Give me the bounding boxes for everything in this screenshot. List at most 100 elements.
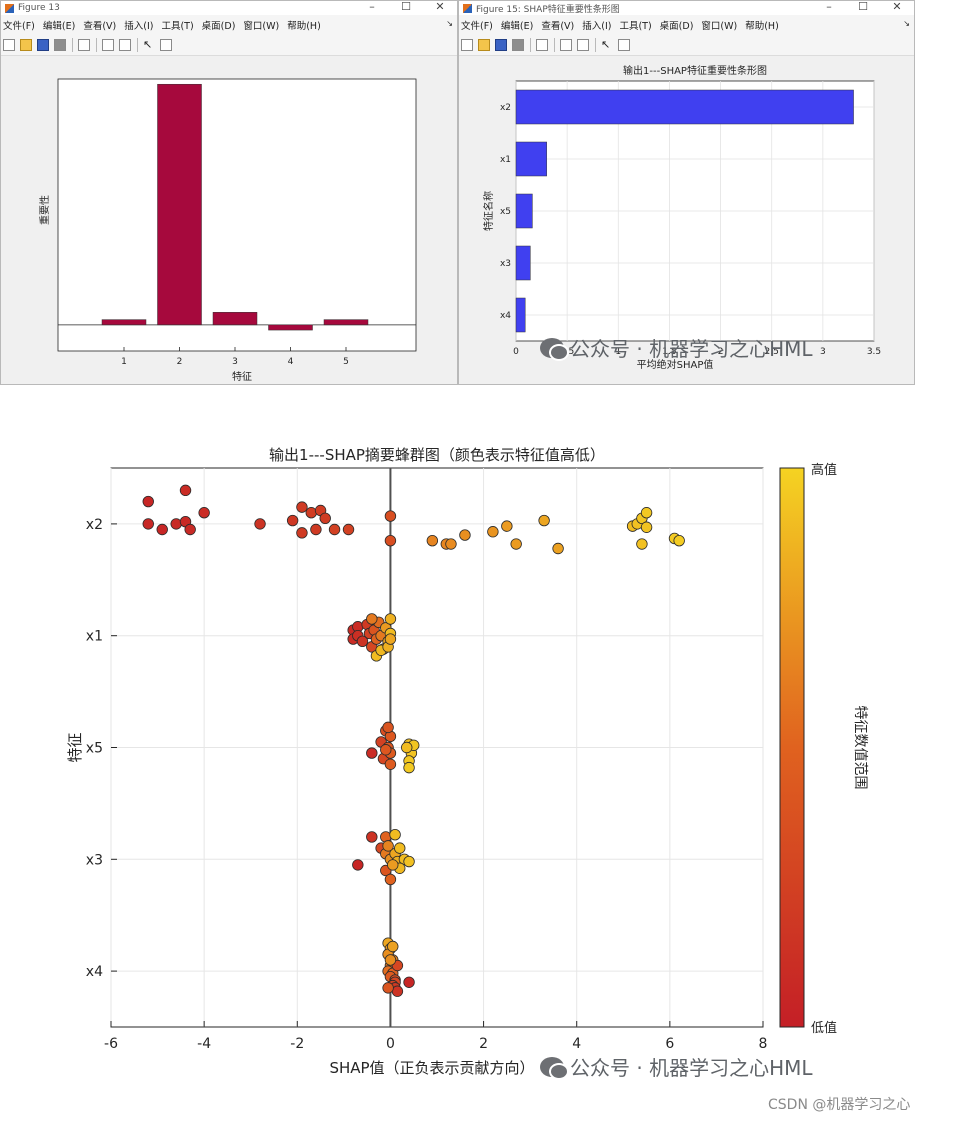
new-figure-icon[interactable]: [3, 38, 15, 51]
y-tick-label: x4: [86, 964, 103, 980]
wechat-watermark: 公众号 · 机器学习之心HML: [540, 1052, 813, 1081]
y-axis-label: 重要性: [38, 195, 51, 225]
x-tick-label: 3.5: [867, 347, 881, 357]
menubar-overflow-icon[interactable]: ↘: [446, 19, 453, 28]
point-x2: [459, 529, 471, 541]
point-x2: [636, 538, 648, 550]
open-file-icon[interactable]: [478, 38, 490, 51]
maximize-icon[interactable]: ☐: [401, 0, 411, 13]
colorbar-high-label: 高值: [811, 462, 837, 478]
point-x2: [342, 523, 355, 536]
minimize-icon[interactable]: –: [369, 0, 375, 13]
menu-help[interactable]: 帮助(H): [745, 20, 779, 32]
point-x2: [286, 514, 299, 527]
wechat-watermark-text: 公众号 · 机器学习之心HML: [570, 1056, 813, 1080]
menu-file[interactable]: 文件(F): [461, 20, 493, 32]
bar-2: [157, 83, 202, 326]
point-x2: [384, 534, 397, 547]
beeswarm-chart: 输出1---SHAP摘要蜂群图（颜色表示特征值高低） -6 -4 -2 0 2 4 6 8 x2 x…: [66, 446, 869, 1077]
menu-desktop[interactable]: 桌面(D): [659, 20, 694, 32]
csdn-watermark: CSDN @机器学习之心: [768, 1097, 911, 1113]
x-axis-label: 平均绝对SHAP值: [637, 358, 714, 371]
pointer-icon[interactable]: ↖: [143, 37, 153, 51]
open-file-icon[interactable]: [20, 38, 32, 51]
new-figure-icon[interactable]: [461, 38, 473, 51]
x-tick-label: 2: [177, 357, 183, 367]
save-icon[interactable]: [37, 38, 49, 51]
point-x5: [382, 721, 394, 734]
point-x1: [356, 635, 369, 647]
menu-insert[interactable]: 插入(I): [582, 20, 612, 32]
legend-icon[interactable]: [577, 38, 589, 51]
x-tick-label: 4: [572, 1036, 581, 1052]
chart-title: 输出1---SHAP特征重要性条形图: [623, 64, 767, 77]
point-x2: [487, 526, 499, 538]
x-tick-label: 1.5: [662, 347, 676, 357]
menu-view[interactable]: 查看(V): [83, 20, 117, 32]
maximize-icon[interactable]: ☐: [858, 0, 868, 13]
toolbar-separator: [137, 37, 138, 52]
window-controls: – ☐ ✕: [812, 1, 914, 15]
y-tick-label: x3: [500, 259, 511, 269]
figure13-window: Figure 13 – ☐ ✕ 文件(F) 编辑(E) 查看(V) 插入(I) …: [0, 0, 458, 385]
point-x2: [156, 523, 168, 536]
figure13-chart: 1 2 3 4 5 特征 重要性: [38, 78, 417, 383]
property-editor-icon[interactable]: [160, 38, 172, 51]
x-tick-label: 4: [288, 357, 294, 367]
figure15-title: Figure 15: SHAP特征重要性条形图: [476, 4, 620, 15]
point-x1: [366, 613, 378, 625]
menu-edit[interactable]: 编辑(E): [42, 20, 76, 32]
point-x2: [510, 538, 522, 550]
menu-help[interactable]: 帮助(H): [287, 20, 321, 32]
figure15-canvas: 输出1---SHAP特征重要性条形图00.511.522.533.5x2x1x5…: [459, 56, 914, 384]
point-x3: [352, 859, 364, 871]
point-x5: [384, 758, 397, 770]
property-editor-icon[interactable]: [618, 38, 630, 51]
menu-window[interactable]: 窗口(W): [701, 20, 738, 32]
point-x2: [254, 518, 266, 530]
figure13-canvas: 1 2 3 4 5 特征 重要性: [1, 56, 457, 384]
menu-desktop[interactable]: 桌面(D): [201, 20, 236, 32]
menu-insert[interactable]: 插入(I): [124, 20, 154, 32]
x-tick-label: -2: [290, 1036, 304, 1052]
y-tick-label: x5: [86, 741, 103, 757]
x-tick-label: 1: [615, 347, 621, 357]
point-x2: [142, 518, 154, 530]
point-x5: [380, 744, 392, 756]
point-x1: [384, 613, 397, 625]
matlab-icon: [463, 3, 472, 13]
point-x2: [305, 507, 317, 519]
x-tick-label: 3: [232, 357, 238, 367]
print-icon[interactable]: [54, 38, 66, 51]
colorbar-icon[interactable]: [102, 38, 114, 51]
point-x2: [179, 484, 192, 497]
minimize-icon[interactable]: –: [826, 0, 832, 13]
menubar-overflow-icon[interactable]: ↘: [903, 19, 910, 28]
close-icon[interactable]: ✕: [435, 0, 445, 13]
x-axis-label: 特征: [232, 371, 252, 383]
y-tick-label: x1: [500, 155, 511, 165]
point-x2: [552, 542, 564, 555]
menu-tools[interactable]: 工具(T): [161, 20, 194, 32]
link-plot-icon[interactable]: [78, 38, 90, 51]
menu-file[interactable]: 文件(F): [3, 20, 35, 32]
x-tick-label: 2.5: [765, 347, 779, 357]
menu-tools[interactable]: 工具(T): [619, 20, 652, 32]
pointer-icon[interactable]: ↖: [601, 37, 611, 51]
y-tick-label: x5: [500, 207, 511, 217]
menu-view[interactable]: 查看(V): [541, 20, 575, 32]
colorbar-icon[interactable]: [560, 38, 572, 51]
save-icon[interactable]: [495, 38, 507, 51]
point-x2: [426, 534, 439, 547]
menu-edit[interactable]: 编辑(E): [500, 20, 534, 32]
bar-x3: [515, 245, 531, 281]
close-icon[interactable]: ✕: [892, 0, 902, 13]
print-icon[interactable]: [512, 38, 524, 51]
toolbar-separator: [554, 37, 555, 52]
legend-icon[interactable]: [119, 38, 131, 51]
menu-window[interactable]: 窗口(W): [243, 20, 280, 32]
point-x2: [142, 495, 154, 508]
link-plot-icon[interactable]: [536, 38, 548, 51]
bar-5: [323, 319, 369, 326]
point-x2: [198, 507, 210, 519]
